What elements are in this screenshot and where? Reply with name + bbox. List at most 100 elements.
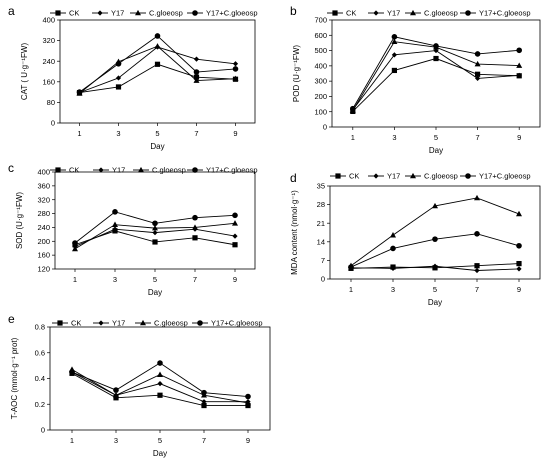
data-point	[516, 266, 522, 272]
data-point	[474, 51, 481, 57]
legend-marker	[410, 172, 416, 179]
y-tick-label: 200	[37, 237, 50, 246]
data-point	[112, 221, 118, 227]
x-tick-label: 3	[392, 133, 396, 142]
legend-marker	[465, 173, 471, 179]
x-tick-label: 7	[193, 275, 197, 284]
y-tick-label: 0	[51, 119, 55, 128]
series-line-y17-c-gloeosp	[71, 362, 249, 397]
y-tick-label: 360	[37, 181, 50, 190]
data-point	[154, 61, 161, 67]
data-point	[154, 43, 161, 49]
data-point	[474, 60, 481, 67]
data-point	[350, 105, 356, 112]
y-tick-label: 0	[41, 426, 45, 435]
legend-marker	[97, 10, 103, 16]
y-tick-label: 0.4	[35, 374, 45, 383]
data-point	[201, 402, 207, 409]
y-tick-label: 80	[47, 98, 55, 107]
y-tick-label: 240	[37, 223, 50, 232]
y-tick-label: 320	[37, 195, 50, 204]
series-line-y17	[79, 46, 236, 94]
data-point	[474, 267, 480, 274]
data-point	[516, 210, 522, 217]
data-point	[245, 399, 251, 406]
chart-panel-a: a 0 80 160 240 320 400 1 3 5 7 9 Day CAT ( U·g⁻¹FW) CK…	[8, 4, 258, 151]
legend-label: CK	[349, 172, 359, 181]
legend-marker	[335, 173, 341, 179]
data-point	[390, 265, 396, 271]
data-point	[193, 69, 200, 75]
series-line-c-gloeosp	[79, 45, 236, 94]
y-axis-label: SOD (U·g⁻¹FW)	[15, 192, 24, 249]
data-point	[433, 55, 439, 62]
legend-marker	[465, 10, 471, 16]
legend-label: Y17	[112, 166, 125, 175]
data-point	[154, 33, 161, 39]
x-tick-label: 5	[158, 436, 162, 445]
data-point	[115, 84, 122, 90]
data-point	[232, 233, 238, 239]
data-point	[432, 236, 438, 242]
series-line-ck	[352, 58, 520, 112]
data-point	[69, 369, 75, 375]
chart-panel-b: b 0 100 200 300 400 500 600 700 1 3 5 7 9 Day POD (U·g⁻…	[290, 4, 541, 155]
data-point	[516, 62, 523, 68]
chart-panel-e: e 0 0.2 0.4 0.6 0.8 1 3 5 7 9 Day T-AOC (mmol·g⁻¹ pr…	[8, 312, 271, 458]
data-point	[232, 61, 239, 67]
legend-marker	[98, 167, 104, 173]
legend-label: Y17+C.gloeosp	[479, 172, 531, 181]
data-point	[516, 242, 522, 249]
y-tick-label: 200	[314, 92, 327, 101]
data-point	[157, 360, 163, 366]
data-point	[516, 72, 522, 78]
legend-label: Y17	[111, 9, 124, 18]
data-point	[192, 214, 198, 221]
legend-marker	[55, 10, 61, 16]
panel-letter: c	[8, 161, 14, 175]
panel-letter: d	[290, 171, 297, 185]
legend-marker	[192, 167, 198, 173]
x-tick-label: 7	[476, 133, 480, 142]
data-point	[193, 77, 200, 83]
legend-label: Y17+C.gloeosp	[479, 9, 531, 18]
legend-label: C.gloeosp	[152, 166, 186, 175]
x-tick-label: 3	[116, 129, 120, 138]
data-point	[245, 393, 251, 400]
y-tick-label: 0.2	[35, 400, 45, 409]
panel-letter: e	[8, 312, 15, 326]
data-point	[76, 89, 83, 95]
data-point	[348, 264, 354, 270]
x-axis-label: Day	[428, 298, 442, 307]
data-point	[72, 245, 78, 252]
data-point	[516, 260, 522, 267]
x-tick-label: 1	[349, 285, 353, 294]
legend-label: CK	[69, 9, 79, 18]
y-tick-label: 160	[42, 77, 55, 86]
data-point	[390, 245, 396, 252]
series-line-ck	[71, 372, 248, 406]
data-point	[152, 225, 158, 231]
legend-marker	[197, 320, 203, 326]
y-axis-label: POD (U·g⁻¹FW)	[292, 45, 301, 102]
data-point	[474, 263, 480, 269]
legend-marker	[332, 10, 338, 16]
panel-letter: b	[290, 4, 297, 18]
data-point	[113, 387, 119, 393]
data-point	[391, 67, 397, 74]
y-tick-label: 400	[314, 61, 327, 70]
data-point	[474, 194, 480, 201]
x-tick-label: 1	[70, 436, 74, 445]
y-axis-label: MDA content (nmol·g⁻¹)	[290, 190, 299, 275]
x-tick-label: 1	[77, 129, 81, 138]
y-tick-label: 400	[37, 168, 50, 177]
data-point	[391, 52, 397, 58]
legend-label: C.gloeosp	[424, 172, 458, 181]
legend-label: CK	[71, 319, 81, 328]
legend-marker	[373, 10, 379, 16]
legend-label: CK	[69, 166, 79, 175]
chart-panel-c: c 120 160 200 240 280 320 360 400 1 3 5 7 9 Day SOD (U·…	[8, 161, 258, 297]
legend-marker	[138, 166, 144, 173]
